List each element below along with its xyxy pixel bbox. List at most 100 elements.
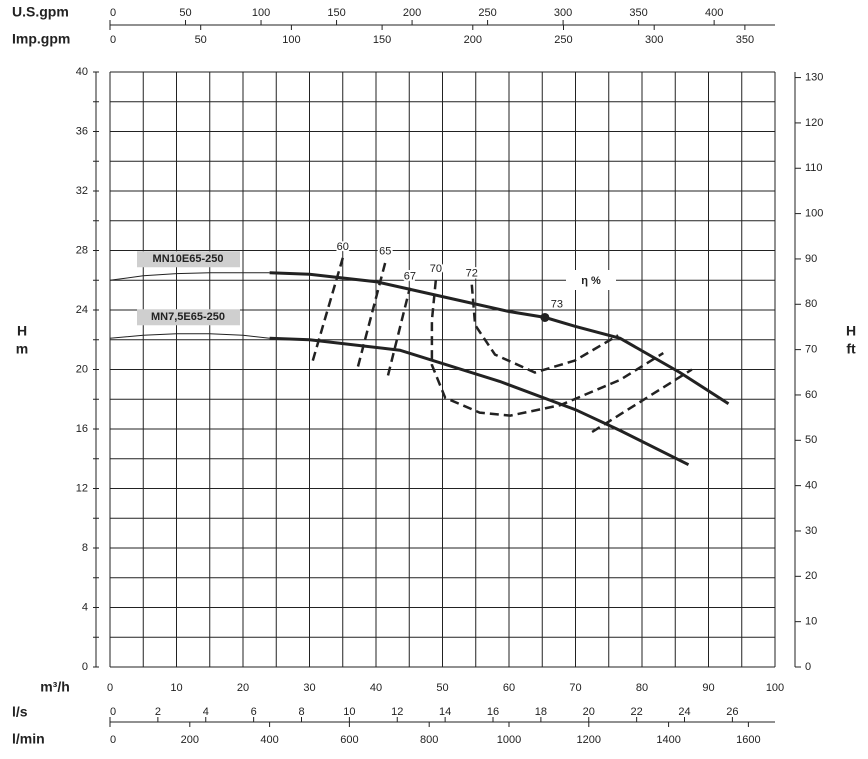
best-point-label: 73 [551,298,563,310]
y2-tick-label: 60 [805,389,817,401]
y2-tick-label: 130 [805,71,823,83]
secondary-tick-label: 6 [251,706,257,718]
secondary-tick-label: 18 [535,706,547,718]
secondary-tick-label: 4 [203,706,209,718]
secondary-tick-label: 150 [327,7,345,19]
efficiency-title: η % [581,275,601,287]
secondary-tick-label: 350 [629,7,647,19]
x-tick-label: 100 [766,682,784,694]
secondary-axis-label: l/s [12,704,28,720]
secondary-tick-label: 50 [179,7,191,19]
curve-extension [109,272,270,281]
secondary-tick-label: 100 [252,7,270,19]
secondary-tick-label: 200 [403,7,421,19]
y-tick-label: 4 [82,601,88,613]
secondary-tick-label: 8 [298,706,304,718]
efficiency-label: 70 [430,263,442,275]
x-tick-label: 50 [436,682,448,694]
secondary-tick-label: 400 [705,7,723,19]
legend-label: MN7,5E65-250 [151,311,225,323]
y2-axis-unit: ft [846,341,856,357]
secondary-tick-label: 0 [110,34,116,46]
pump-curve [269,336,690,467]
efficiency-curve [356,262,387,367]
y2-tick-label: 20 [805,570,817,582]
y2-tick-label: 100 [805,208,823,220]
y2-tick-label: 120 [805,117,823,129]
y2-tick-label: 90 [805,253,817,265]
curve-extension [109,333,270,339]
x-tick-label: 30 [303,682,315,694]
y2-axis-label: H [846,323,856,339]
secondary-tick-label: 100 [282,34,300,46]
secondary-tick-label: 200 [181,734,199,746]
efficiency-label: 60 [337,241,349,253]
y-tick-label: 40 [76,66,88,78]
secondary-tick-label: 2 [155,706,161,718]
x-tick-label: 40 [370,682,382,694]
x-tick-label: 0 [107,682,113,694]
efficiency-curve [470,284,619,374]
y-axis-label: H [17,323,27,339]
secondary-axis-label: Imp.gpm [12,31,70,47]
secondary-tick-label: 10 [343,706,355,718]
y-axis-unit: m [16,341,28,357]
efficiency-label: 72 [466,268,478,280]
secondary-tick-label: 1600 [736,734,760,746]
secondary-tick-label: 250 [478,7,496,19]
secondary-tick-label: 300 [554,7,572,19]
secondary-tick-label: 0 [110,7,116,19]
x-tick-label: 60 [503,682,515,694]
secondary-axis-label: l/min [12,731,45,747]
secondary-tick-label: 1400 [656,734,680,746]
secondary-tick-label: 350 [736,34,754,46]
x-tick-label: 90 [702,682,714,694]
y2-tick-label: 70 [805,344,817,356]
efficiency-title-bg [566,270,616,290]
secondary-tick-label: 150 [373,34,391,46]
y-tick-label: 24 [76,304,88,316]
secondary-tick-label: 1000 [497,734,521,746]
x-axis-label: m³/h [40,679,70,695]
secondary-tick-label: 1200 [577,734,601,746]
secondary-tick-label: 24 [678,706,690,718]
y-tick-label: 0 [82,661,88,673]
secondary-tick-label: 400 [260,734,278,746]
best-point [540,312,550,322]
efficiency-curve [430,280,664,417]
secondary-tick-label: 16 [487,706,499,718]
legend-box [137,251,240,268]
pump-curve [269,271,730,405]
y-tick-label: 20 [76,363,88,375]
secondary-tick-label: 20 [583,706,595,718]
secondary-tick-label: 250 [554,34,572,46]
y2-tick-label: 40 [805,480,817,492]
y-tick-label: 28 [76,244,88,256]
y-tick-label: 32 [76,185,88,197]
y2-tick-label: 80 [805,298,817,310]
y-tick-label: 8 [82,542,88,554]
secondary-tick-label: 50 [195,34,207,46]
secondary-tick-label: 14 [439,706,451,718]
y2-tick-label: 110 [805,162,823,174]
secondary-tick-label: 22 [631,706,643,718]
y-tick-label: 36 [76,125,88,137]
efficiency-curve [311,257,344,361]
efficiency-label: 67 [404,271,416,283]
y2-tick-label: 10 [805,616,817,628]
secondary-tick-label: 600 [340,734,358,746]
secondary-tick-label: 800 [420,734,438,746]
secondary-tick-label: 300 [645,34,663,46]
secondary-axis-label: U.S.gpm [12,4,69,20]
secondary-tick-label: 0 [110,734,116,746]
x-tick-label: 20 [237,682,249,694]
secondary-tick-label: 26 [726,706,738,718]
x-tick-label: 10 [170,682,182,694]
y2-tick-label: 0 [805,661,811,673]
legend-box [137,309,240,326]
secondary-tick-label: 0 [110,706,116,718]
legend-label: MN10E65-250 [153,253,224,265]
y2-tick-label: 50 [805,434,817,446]
y2-tick-label: 30 [805,525,817,537]
